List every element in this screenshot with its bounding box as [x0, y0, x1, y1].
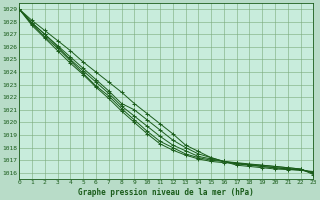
X-axis label: Graphe pression niveau de la mer (hPa): Graphe pression niveau de la mer (hPa)	[78, 188, 254, 197]
